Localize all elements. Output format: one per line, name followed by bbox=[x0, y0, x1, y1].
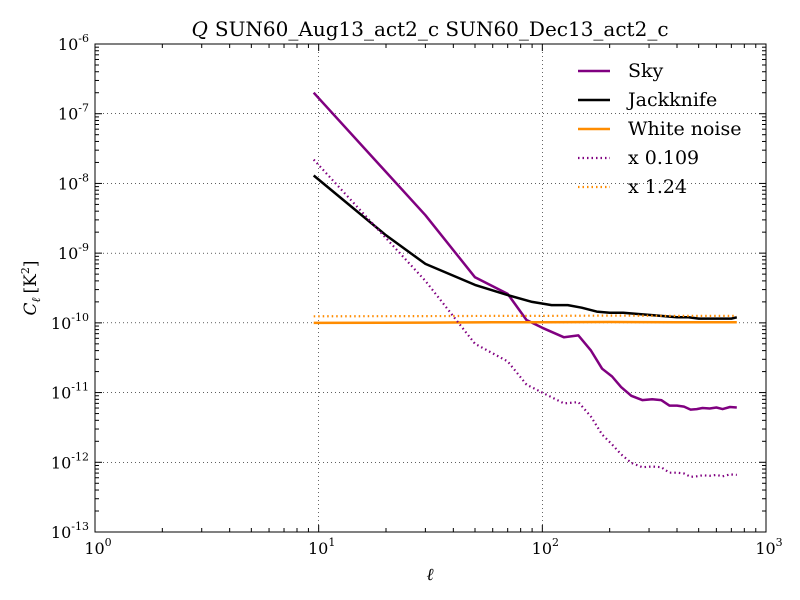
y-tick-label-exponent: -9 bbox=[78, 241, 89, 254]
legend-label-sky: Sky bbox=[628, 60, 664, 82]
chart-title: Q SUN60_Aug13_act2_c SUN60_Dec13_act2_c bbox=[191, 17, 668, 41]
y-tick-label-base: 10 bbox=[51, 314, 71, 333]
x-tick-label: 100 bbox=[84, 536, 111, 558]
grid-lines bbox=[95, 44, 766, 532]
x-tick-label-base: 10 bbox=[755, 539, 775, 558]
y-tick-label-exponent: -7 bbox=[78, 102, 89, 115]
x-tick-label-exponent: 1 bbox=[328, 536, 335, 549]
y-axis-label-unit: [K bbox=[21, 274, 41, 294]
y-tick-label: 10-6 bbox=[58, 32, 89, 54]
legend-label-white-noise: White noise bbox=[628, 118, 742, 140]
x-tick-label-exponent: 0 bbox=[105, 536, 112, 549]
x-axis-label: ℓ bbox=[426, 565, 433, 585]
plot-frame bbox=[94, 43, 767, 533]
plot-series bbox=[312, 91, 738, 478]
y-tick-label-exponent: -11 bbox=[71, 381, 89, 394]
chart-title-text: SUN60_Aug13_act2_c SUN60_Dec13_act2_c bbox=[215, 17, 669, 41]
y-axis-label: Cℓ [K2] bbox=[19, 261, 43, 316]
x-tick-label-base: 10 bbox=[308, 539, 328, 558]
x-tick-label: 101 bbox=[308, 536, 335, 558]
tick-labels: 100 101 102 10310-610-710-810-910-1010-1110… bbox=[51, 32, 783, 558]
y-tick-label-base: 10 bbox=[51, 384, 71, 403]
y-tick-label: 10-9 bbox=[58, 241, 89, 263]
y-tick-label-exponent: -13 bbox=[71, 520, 89, 533]
y-axis-label-unit-close: ] bbox=[21, 261, 41, 268]
y-axis-label-sub: ℓ bbox=[29, 297, 43, 302]
y-tick-label: 10-8 bbox=[58, 171, 89, 193]
x-tick-label-base: 10 bbox=[84, 539, 104, 558]
y-tick-label: 10-11 bbox=[51, 381, 89, 403]
x-tick-label-exponent: 2 bbox=[552, 536, 559, 549]
x-tick-label: 103 bbox=[755, 536, 782, 558]
y-tick-label-base: 10 bbox=[51, 453, 71, 472]
y-axis-label-main: C bbox=[21, 302, 41, 315]
x-tick-label-base: 10 bbox=[532, 539, 552, 558]
legend-label-x-1-24: x 1.24 bbox=[628, 176, 687, 198]
y-tick-label-exponent: -10 bbox=[71, 311, 89, 324]
y-tick-label-base: 10 bbox=[51, 523, 71, 542]
series-line-sky bbox=[312, 91, 737, 411]
x-tick-label-exponent: 3 bbox=[776, 536, 783, 549]
legend-label-x-0-109: x 0.109 bbox=[628, 147, 699, 169]
y-tick-label-base: 10 bbox=[58, 35, 78, 54]
axis-ticks bbox=[94, 43, 767, 533]
y-tick-label-base: 10 bbox=[58, 174, 78, 193]
y-tick-label: 10-13 bbox=[51, 520, 89, 542]
y-tick-label-exponent: -6 bbox=[78, 32, 89, 45]
y-tick-label: 10-10 bbox=[51, 311, 89, 333]
y-axis-label-unit-sup: 2 bbox=[19, 267, 32, 274]
y-tick-label: 10-12 bbox=[51, 450, 89, 472]
series-line-jackknife bbox=[312, 174, 738, 320]
y-tick-label-exponent: -8 bbox=[78, 171, 89, 184]
y-tick-label: 10-7 bbox=[58, 102, 89, 124]
series-line-white-noise bbox=[313, 320, 737, 325]
y-tick-label-base: 10 bbox=[58, 105, 78, 124]
chart-title-variable: Q bbox=[191, 17, 207, 41]
y-tick-label-exponent: -12 bbox=[71, 450, 89, 463]
legend-label-jackknife: Jackknife bbox=[626, 89, 717, 111]
legend: Sky Jackknife White noise x 0.109 x 1.24 bbox=[578, 60, 742, 198]
y-tick-label-base: 10 bbox=[58, 244, 78, 263]
x-tick-label: 102 bbox=[532, 536, 559, 558]
